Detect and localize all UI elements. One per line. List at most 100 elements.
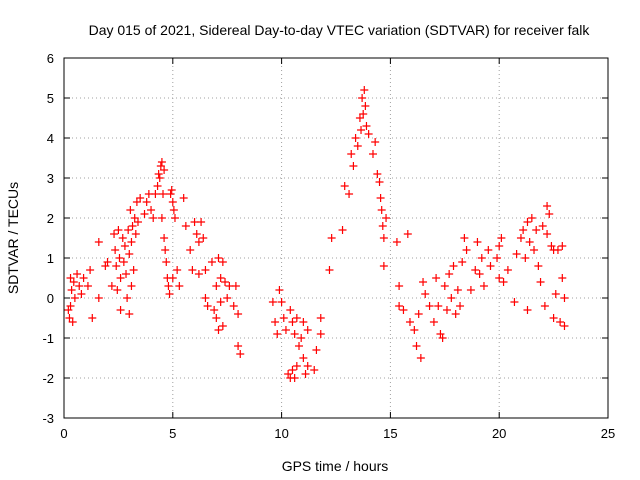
x-axis-label: GPS time / hours	[282, 458, 389, 474]
data-point	[151, 190, 160, 198]
data-point	[107, 282, 116, 290]
data-point	[340, 182, 349, 190]
data-point	[153, 182, 162, 190]
data-point	[194, 270, 203, 278]
data-point	[416, 354, 425, 362]
data-point	[536, 278, 545, 286]
data-point	[325, 266, 334, 274]
data-point	[364, 130, 373, 138]
data-point	[114, 226, 123, 234]
data-point	[495, 242, 504, 250]
data-point	[66, 302, 75, 310]
data-point	[101, 262, 110, 270]
data-point	[456, 302, 465, 310]
data-point	[113, 286, 122, 294]
data-point	[64, 306, 73, 314]
y-tick-label: 2	[47, 211, 54, 226]
data-point	[392, 238, 401, 246]
data-point	[214, 254, 223, 262]
data-point	[345, 190, 354, 198]
data-point	[499, 278, 508, 286]
data-point	[436, 330, 445, 338]
data-point	[466, 286, 475, 294]
data-point	[361, 102, 370, 110]
data-point	[540, 302, 549, 310]
data-point	[362, 122, 371, 130]
data-point	[421, 290, 430, 298]
y-tick-label: -1	[42, 331, 54, 346]
data-point	[127, 282, 136, 290]
data-point	[234, 310, 243, 318]
data-point	[368, 150, 377, 158]
data-point	[451, 310, 460, 318]
data-point	[371, 138, 380, 146]
data-point	[201, 266, 210, 274]
data-point	[297, 334, 306, 342]
data-point	[530, 246, 539, 254]
data-point	[284, 370, 293, 378]
data-point	[471, 266, 480, 274]
y-tick-label: 0	[47, 291, 54, 306]
data-point	[503, 266, 512, 274]
data-point	[299, 318, 308, 326]
data-point	[516, 234, 525, 242]
data-point	[303, 362, 312, 370]
x-tick-label: 20	[492, 426, 506, 441]
data-point	[484, 246, 493, 254]
data-point	[125, 250, 134, 258]
data-point	[103, 258, 112, 266]
data-point	[159, 190, 168, 198]
x-tick-label: 10	[274, 426, 288, 441]
data-point	[549, 314, 558, 322]
data-point	[155, 174, 164, 182]
data-point	[473, 238, 482, 246]
data-point	[556, 318, 565, 326]
data-point	[512, 250, 521, 258]
data-point	[166, 190, 175, 198]
data-point	[349, 162, 358, 170]
data-point	[316, 314, 325, 322]
data-point	[140, 210, 149, 218]
data-point	[479, 282, 488, 290]
data-point	[165, 290, 174, 298]
data-point	[112, 262, 121, 270]
data-point	[168, 274, 177, 282]
data-point	[164, 282, 173, 290]
data-point	[186, 246, 195, 254]
y-tick-label: -2	[42, 371, 54, 386]
data-point	[160, 166, 169, 174]
data-point	[547, 242, 556, 250]
data-point	[425, 302, 434, 310]
data-point	[268, 298, 277, 306]
data-point	[116, 306, 125, 314]
data-point	[157, 214, 166, 222]
data-point	[373, 170, 382, 178]
data-point	[122, 270, 131, 278]
data-point	[210, 306, 219, 314]
data-point	[236, 350, 245, 358]
data-point	[288, 318, 297, 326]
data-point	[493, 254, 502, 262]
data-point	[271, 318, 280, 326]
data-point	[207, 258, 216, 266]
data-point	[292, 362, 301, 370]
data-point	[142, 198, 151, 206]
data-point	[279, 314, 288, 322]
data-point	[419, 278, 428, 286]
data-point	[453, 286, 462, 294]
data-point	[170, 214, 179, 222]
data-point	[558, 274, 567, 282]
data-point	[136, 194, 145, 202]
data-point	[442, 306, 451, 314]
data-point	[229, 302, 238, 310]
data-point	[119, 258, 128, 266]
data-point	[543, 230, 552, 238]
data-point	[347, 150, 356, 158]
data-point	[68, 318, 77, 326]
data-point	[295, 342, 304, 350]
grid	[64, 58, 608, 418]
data-point	[395, 302, 404, 310]
data-point	[375, 178, 384, 186]
data-point	[94, 294, 103, 302]
data-point	[199, 234, 208, 242]
